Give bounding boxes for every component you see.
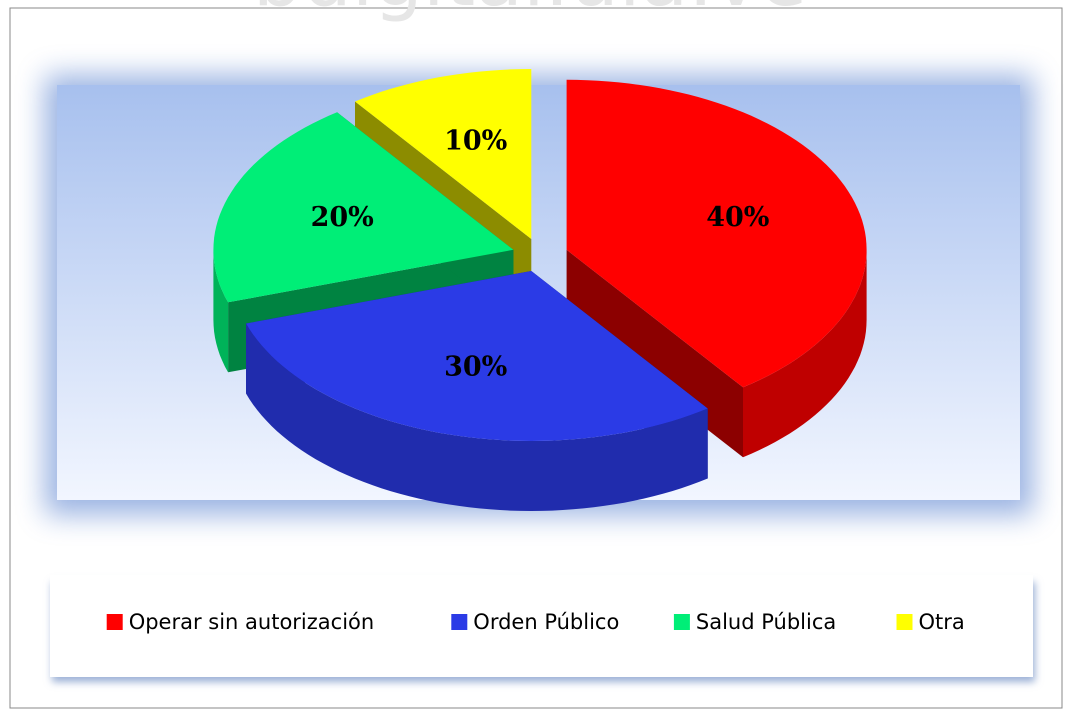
legend-label: Otra [919, 610, 965, 634]
legend-swatch [673, 614, 690, 630]
slice [566, 79, 867, 388]
slice [213, 112, 514, 303]
legend-swatch [896, 614, 913, 630]
legend-swatch [106, 614, 123, 630]
pie: 40% 30% 20% 10% [213, 69, 867, 511]
slice [246, 271, 708, 441]
data-label: 30% [444, 351, 507, 382]
slice [355, 69, 532, 239]
slice-side [246, 323, 708, 511]
slice-side [213, 249, 229, 373]
data-label: 20% [311, 202, 374, 233]
data-label: 40% [706, 202, 769, 233]
data-label: 10% [444, 126, 507, 157]
legend-label: Operar sin autorización [129, 610, 375, 634]
slice-side [743, 249, 867, 458]
legend-box [50, 575, 1033, 677]
legend-swatch [451, 614, 468, 630]
legend-label: Orden Público [473, 610, 619, 634]
legend-label: Salud Pública [696, 610, 836, 634]
legend: Operar sin autorización Orden Público Salu… [106, 610, 965, 634]
watermark: bdigital.ula.ve [253, 0, 808, 24]
